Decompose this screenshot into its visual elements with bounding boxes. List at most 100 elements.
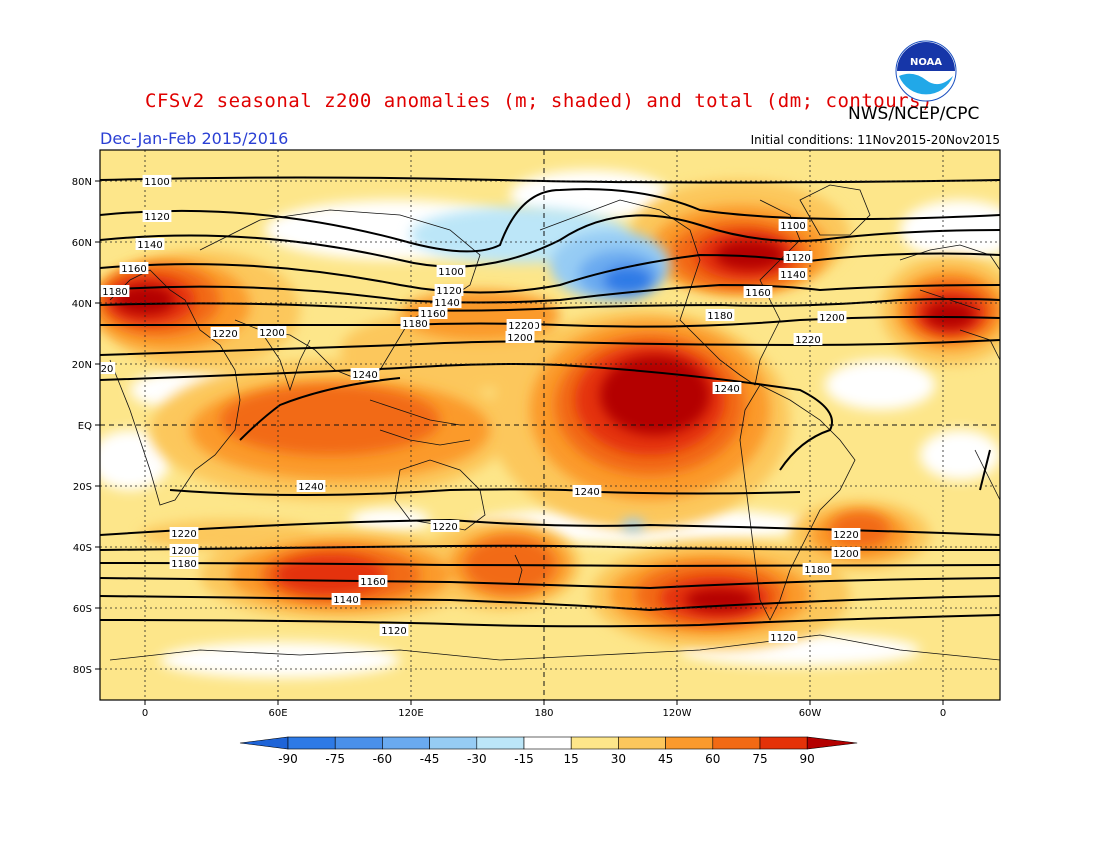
contour-label: 1160 (745, 288, 770, 299)
contour-label-box (142, 210, 172, 222)
contour-label-box (331, 593, 361, 605)
contour-label-box (505, 331, 535, 343)
colorbar-swatch (429, 736, 478, 750)
contour-label: 1140 (137, 240, 162, 251)
contour-label-box (572, 485, 602, 497)
colorbar-arrow-right (806, 736, 858, 750)
colorbar-arrow-left (239, 736, 289, 750)
contour-label-box (169, 557, 199, 569)
contour-label: 1220 (432, 522, 457, 533)
contour-label-box (434, 284, 464, 296)
contour-label-box (705, 309, 735, 321)
contour-label-box (135, 238, 165, 250)
contour-label: 1160 (360, 577, 385, 588)
colorbar-swatch (665, 736, 714, 750)
colorbar-tick-label: 30 (611, 752, 626, 766)
contour-label: 1100 (438, 267, 463, 278)
contour-label: 1180 (707, 311, 732, 322)
chart-title: CFSv2 seasonal z200 anomalies (m; shaded… (145, 90, 933, 112)
contour-label-box (802, 563, 832, 575)
contour-label-box (379, 624, 409, 636)
agency-label: NWS/NCEP/CPC (848, 104, 980, 124)
contour-label: 1220 (795, 335, 820, 346)
colorbar: -90 -75 -60 -45 -30 -15 15 30 45 60 75 90 (239, 736, 858, 766)
contour-label-box (257, 326, 287, 338)
colorbar-tick-label: 60 (705, 752, 720, 766)
colorbar-swatch (570, 736, 619, 750)
colorbar-tick-label: -30 (467, 752, 487, 766)
colorbar-tick-label: 15 (564, 752, 579, 766)
axis-ticks (95, 180, 944, 705)
contour-label: 1160 (420, 309, 445, 320)
lon-tick-label: 0 (142, 708, 148, 719)
contour-label: 1180 (804, 565, 829, 576)
contour-label: 1200 (259, 328, 284, 339)
colorbar-tick-label: -15 (514, 752, 534, 766)
lon-tick-label: 0 (940, 708, 946, 719)
contour-label: 1240 (352, 370, 377, 381)
contour-label: 1180 (402, 319, 427, 330)
colorbar-tick-label: 90 (800, 752, 815, 766)
contour-label: 1120 (770, 633, 795, 644)
contour-label-box (506, 319, 536, 331)
contour-label-box (793, 333, 823, 345)
contour-label-box (358, 575, 388, 587)
contour-label-box (778, 268, 808, 280)
colorbar-swatch (712, 736, 761, 750)
contour-label-box (783, 251, 813, 263)
colorbar-swatch (618, 736, 666, 750)
contour-label-box (98, 362, 116, 374)
contour-label-box (831, 547, 861, 559)
contour-label: 1100 (780, 221, 805, 232)
colorbar-swatch (334, 736, 383, 750)
contour-label: 1240 (298, 482, 323, 493)
height-contours (100, 176, 1000, 628)
lon-tick-label: 60W (799, 708, 822, 719)
contour-label-box (432, 296, 462, 308)
colorbar-swatch (382, 736, 430, 750)
contour-label: 1120 (381, 626, 406, 637)
contour-label-box (169, 527, 199, 539)
lat-tick-label: 40N (72, 299, 92, 310)
contour-label-box (350, 368, 380, 380)
colorbar-tick-label: 75 (752, 752, 767, 766)
contour-label: 1140 (434, 298, 459, 309)
contour-label-box (142, 175, 172, 187)
colorbar-swatch (759, 736, 808, 750)
contour-label: 1120 (785, 253, 810, 264)
contour-label: 1120 (436, 286, 461, 297)
logo-text: NOAA (910, 57, 942, 68)
contour-label: 20 (101, 364, 114, 375)
contour-label: 1160 (121, 264, 146, 275)
contour-label-box (430, 520, 460, 532)
lon-tick-label: 120E (398, 708, 423, 719)
contour-label-box (712, 382, 742, 394)
lat-tick-label: 80S (73, 665, 92, 676)
lat-tick-label: 60N (72, 238, 92, 249)
contour-label: 1100 (144, 177, 169, 188)
contour-label-box (418, 307, 448, 319)
contour-label-box (743, 286, 773, 298)
contour-label-box (296, 480, 326, 492)
lon-tick-label: 120W (663, 708, 692, 719)
contour-label-box (100, 285, 130, 297)
lon-tick-label: 180 (534, 708, 553, 719)
lat-tick-label: 20S (73, 482, 92, 493)
colorbar-tick-label: -60 (373, 752, 393, 766)
forecast-period: Dec-Jan-Feb 2015/2016 (100, 129, 289, 148)
noaa-logo: NOAA (895, 40, 957, 102)
contour-label: 1120 (144, 212, 169, 223)
contour-label: 1220 (212, 329, 237, 340)
contour-label: 1200 (819, 313, 844, 324)
colorbar-swatch (287, 736, 336, 750)
lat-tick-label: 60S (73, 604, 92, 615)
colorbar-swatch (523, 736, 572, 750)
lon-tick-label: 60E (268, 708, 287, 719)
contour-label: 1200 (171, 546, 196, 557)
contour-label-box (778, 219, 808, 231)
colorbar-tick-label: -75 (325, 752, 345, 766)
contour-label: 1240 (574, 487, 599, 498)
lat-tick-label: 20N (72, 360, 92, 371)
